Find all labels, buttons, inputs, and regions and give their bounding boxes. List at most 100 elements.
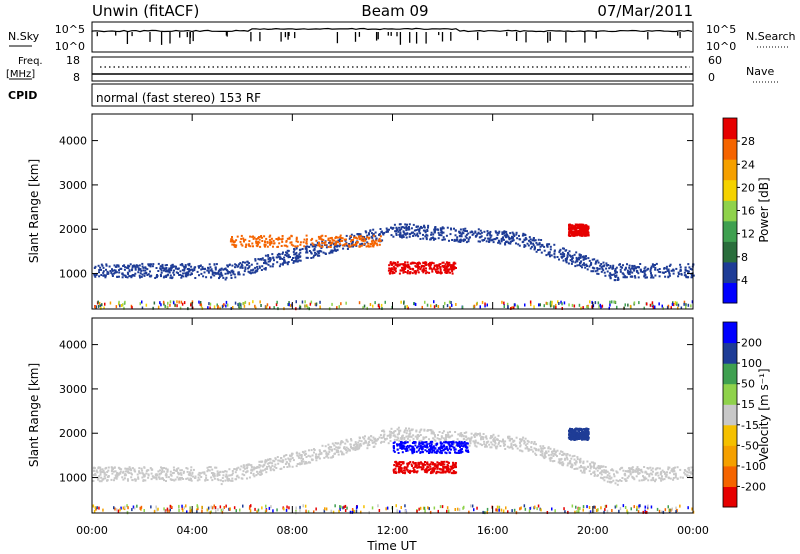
data-cell <box>137 268 140 271</box>
data-cell <box>433 229 436 232</box>
data-cell <box>282 263 284 266</box>
data-cell <box>213 263 216 266</box>
clutter-cell <box>186 510 188 514</box>
clutter-cell <box>295 506 297 510</box>
data-cell <box>593 462 596 465</box>
data-cell <box>542 447 545 450</box>
data-cell <box>582 437 585 440</box>
clutter-cell <box>223 506 225 509</box>
data-cell <box>394 230 397 233</box>
data-cell <box>443 463 446 466</box>
data-cell <box>663 478 666 481</box>
clutter-cell <box>594 301 597 305</box>
data-cell <box>453 466 456 469</box>
data-cell <box>444 263 447 266</box>
data-cell <box>184 266 186 269</box>
data-cell <box>338 446 341 449</box>
clutter-cell <box>166 305 169 309</box>
data-cell <box>510 442 513 445</box>
data-cell <box>402 469 405 472</box>
data-cell <box>451 270 454 273</box>
data-cell <box>465 450 468 453</box>
data-cell <box>448 447 451 450</box>
data-cell <box>672 467 675 470</box>
data-cell <box>668 477 671 480</box>
data-cell <box>401 447 403 450</box>
clutter-cell <box>449 306 451 310</box>
data-cell <box>601 465 604 468</box>
data-cell <box>126 276 129 279</box>
data-cell <box>479 432 481 435</box>
clutter-cell <box>405 510 408 514</box>
data-cell <box>250 472 253 474</box>
data-cell <box>465 241 468 244</box>
data-cell <box>114 470 117 473</box>
data-cell <box>298 259 301 262</box>
data-cell <box>234 266 236 269</box>
data-cell <box>285 461 288 464</box>
data-cell <box>445 234 448 237</box>
data-cell <box>422 271 425 274</box>
data-cell <box>608 475 611 478</box>
data-cell <box>510 444 513 446</box>
data-cell <box>641 471 644 474</box>
data-cell <box>410 428 413 431</box>
data-cell <box>130 476 133 479</box>
data-cell <box>289 241 292 244</box>
data-cell <box>315 453 318 456</box>
data-cell <box>477 232 480 235</box>
clutter-cell <box>213 305 216 309</box>
data-cell <box>375 238 378 241</box>
data-cell <box>451 445 454 448</box>
data-cell <box>474 433 476 436</box>
data-cell <box>409 268 412 270</box>
data-cell <box>318 254 321 257</box>
data-cell <box>177 467 180 470</box>
data-cell <box>158 476 161 479</box>
data-cell <box>196 270 199 273</box>
data-cell <box>585 429 588 431</box>
data-cell <box>683 471 686 474</box>
data-cell <box>269 258 272 261</box>
data-cell <box>233 273 236 276</box>
data-cell <box>250 468 253 471</box>
clutter-cell <box>587 306 589 310</box>
data-cell <box>231 269 234 272</box>
clutter-cell <box>448 300 451 304</box>
data-cell <box>306 238 308 241</box>
data-cell <box>429 441 432 444</box>
data-cell <box>587 257 590 260</box>
clutter-cell <box>272 509 274 513</box>
data-cell <box>241 473 244 476</box>
data-cell <box>431 451 434 454</box>
data-cell <box>580 466 583 469</box>
data-cell <box>450 264 453 267</box>
data-cell <box>331 238 334 241</box>
clutter-cell <box>276 300 278 304</box>
data-cell <box>98 475 101 478</box>
data-cell <box>201 267 204 270</box>
data-cell <box>329 246 332 248</box>
data-cell <box>428 267 431 270</box>
data-cell <box>182 275 185 278</box>
data-cell <box>441 227 444 230</box>
data-cell <box>350 439 353 442</box>
data-cell <box>128 269 131 272</box>
data-cell <box>424 235 427 238</box>
data-cell <box>518 234 520 237</box>
data-cell <box>282 251 284 254</box>
data-cell <box>122 478 125 481</box>
data-cell <box>396 261 399 264</box>
data-cell <box>519 438 522 441</box>
data-cell <box>571 464 574 467</box>
data-cell <box>226 475 229 478</box>
clutter-cell <box>687 506 689 510</box>
data-cell <box>572 233 575 236</box>
data-cell <box>547 447 550 450</box>
data-cell <box>463 432 466 434</box>
data-cell <box>571 233 573 236</box>
data-cell <box>527 440 530 443</box>
data-cell <box>393 471 395 474</box>
data-cell <box>624 470 627 473</box>
data-cell <box>362 240 365 243</box>
